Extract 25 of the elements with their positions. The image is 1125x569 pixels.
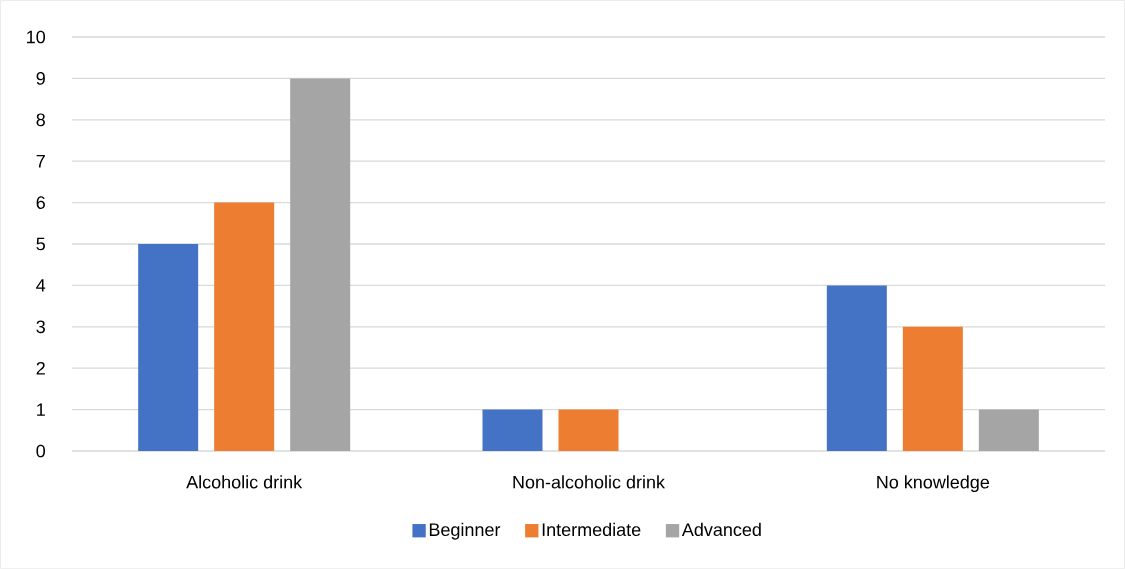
y-tick-label: 1 <box>37 403 45 416</box>
y-tick-label: 5 <box>36 237 45 251</box>
y-tick-label: 7 <box>36 155 45 168</box>
bar <box>902 326 963 451</box>
y-tick-label: 3 <box>36 320 45 334</box>
bar <box>482 409 543 451</box>
bar <box>558 409 619 451</box>
y-tick-label: 0 <box>36 444 46 458</box>
y-tick-label: 9 <box>36 72 45 85</box>
y-tick-label: 6 <box>36 196 45 209</box>
bar <box>290 78 351 451</box>
bar <box>826 285 887 451</box>
y-tick-label: 4 <box>36 279 46 292</box>
legend-label: Intermediate <box>542 522 641 537</box>
bar <box>138 244 199 451</box>
bar <box>978 409 1039 451</box>
y-tick-label: 8 <box>36 113 45 127</box>
y-tick-label: 10 <box>27 30 46 44</box>
y-tick-label: 2 <box>36 361 45 375</box>
legend-label: Advanced <box>681 522 761 537</box>
bar <box>214 202 275 451</box>
x-tick-label: Alcoholic drink <box>186 475 303 489</box>
legend-label: Beginner <box>429 522 501 540</box>
x-tick-label: Non-alcoholic drink <box>513 475 666 489</box>
x-tick-label: No knowledge <box>877 475 990 493</box>
